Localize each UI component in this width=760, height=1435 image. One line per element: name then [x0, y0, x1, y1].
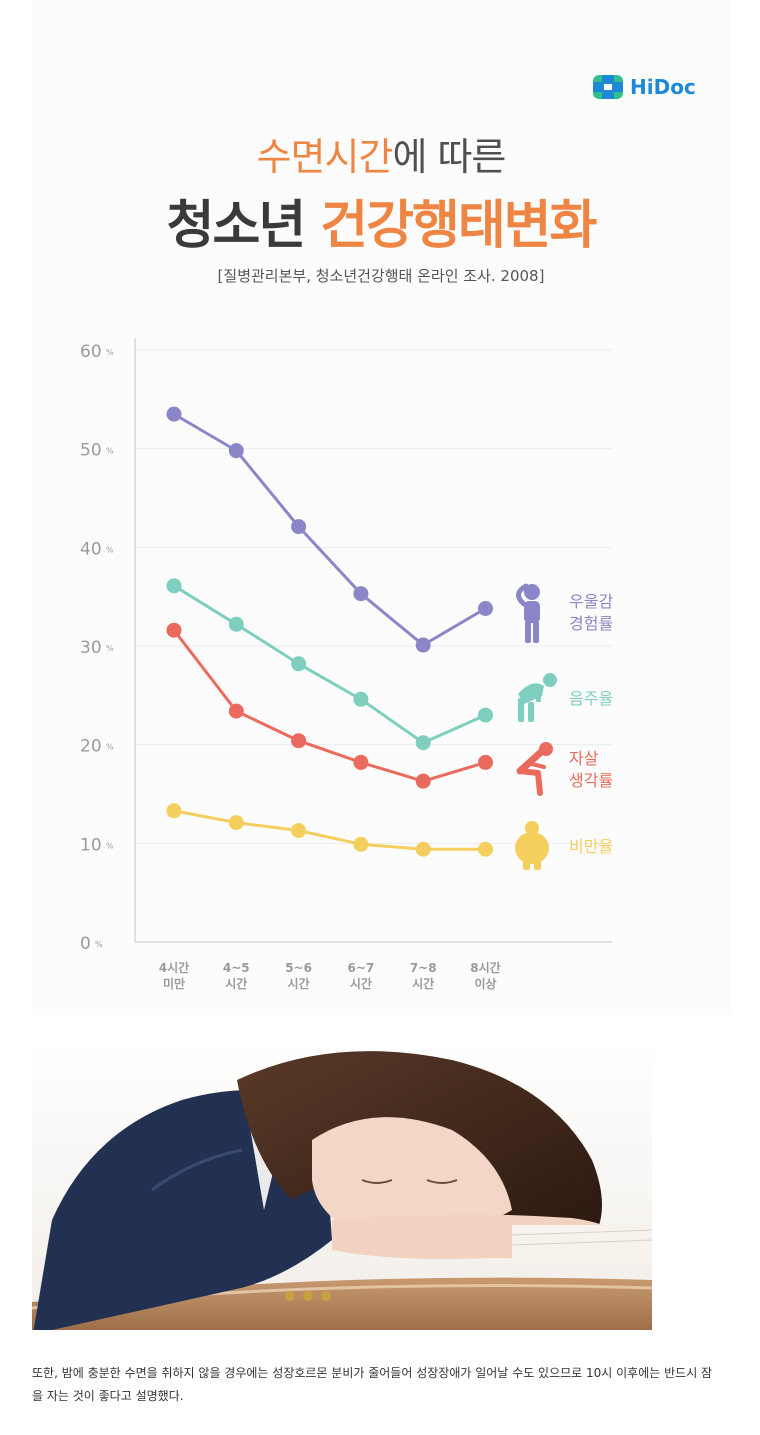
data-point	[478, 841, 493, 857]
data-point	[291, 733, 307, 749]
legend-label: 우울감	[569, 592, 613, 611]
hidoc-logo: HiDoc	[592, 74, 696, 100]
series-line-1	[173, 412, 487, 647]
data-point	[353, 691, 369, 707]
data-point	[291, 656, 307, 672]
x-tick-label: 미만	[163, 976, 185, 991]
sleeping-student-illustration	[32, 1040, 652, 1330]
y-tick-unit: %	[106, 545, 114, 554]
x-tick-label: 시간	[288, 976, 310, 991]
y-tick-unit: %	[106, 348, 114, 357]
data-point	[353, 754, 369, 770]
x-tick-label: 시간	[225, 976, 247, 991]
y-tick-label: 60	[80, 342, 102, 362]
y-tick-unit: %	[106, 841, 114, 850]
data-point	[228, 815, 244, 831]
y-tick-unit: %	[106, 447, 114, 456]
x-tick-label: 4~5	[223, 961, 250, 975]
y-tick-unit: %	[95, 940, 103, 949]
y-tick-label: 30	[80, 638, 102, 658]
data-point	[291, 519, 307, 535]
legend-label: 자살	[569, 749, 599, 768]
sleeping-student-photo	[32, 1040, 652, 1330]
y-tick-label: 20	[80, 737, 102, 757]
series-line-4	[173, 809, 486, 851]
legend-label: 음주율	[569, 689, 613, 708]
data-point	[166, 622, 182, 638]
y-tick-label: 40	[80, 539, 102, 559]
y-tick-unit: %	[106, 644, 114, 653]
hidoc-cross-icon	[593, 75, 623, 99]
legend-label: 경험률	[569, 614, 613, 633]
depressed-person-icon	[516, 583, 540, 643]
legend-label: 비만율	[569, 837, 613, 856]
title-rest: 에 따른	[392, 135, 506, 179]
data-point	[478, 601, 493, 617]
infographic-card: HiDoc 수면시간에 따른 청소년 건강행태변화 [질병관리본부, 청소년건강…	[32, 0, 730, 1015]
data-point	[415, 773, 431, 789]
article-caption: 또한, 밤에 충분한 수면을 취하지 않을 경우에는 성장호르몬 분비가 줄어들…	[32, 1366, 713, 1403]
x-tick-label: 시간	[350, 976, 372, 991]
title-accent-sleep: 수면시간	[256, 135, 394, 179]
x-tick-label: 이상	[474, 976, 496, 991]
logo-text: HiDoc	[630, 75, 696, 99]
data-point	[228, 443, 244, 459]
y-tick-label: 50	[80, 441, 102, 461]
y-tick-label: 10	[80, 835, 102, 855]
title-accent-health: 건강행태변화	[320, 196, 597, 256]
x-tick-label: 4시간	[159, 960, 189, 975]
source-citation: [질병관리본부, 청소년건강행태 온라인 조사. 2008]	[217, 267, 545, 285]
data-point	[415, 637, 431, 653]
line-chart: 0 %10 %20 %30 %40 %50 %60 %4시간미만4~5시간5~6시간6~7시간…	[80, 338, 613, 991]
data-point	[415, 735, 431, 751]
title-line-1: 수면시간에 따른	[32, 126, 730, 181]
title-line-2: 청소년 건강행태변화	[32, 183, 730, 258]
data-point	[478, 707, 493, 723]
data-point	[353, 586, 369, 602]
y-tick-unit: %	[106, 743, 114, 752]
despairing-person-icon	[516, 742, 553, 796]
obese-person-icon	[515, 821, 549, 870]
data-point	[291, 823, 307, 839]
x-tick-label: 6~7	[348, 961, 375, 975]
series-line-3	[172, 629, 486, 783]
data-point	[166, 406, 182, 422]
data-point	[353, 836, 369, 852]
drinking-person-icon	[518, 673, 557, 722]
legend-label: 생각률	[569, 771, 613, 790]
data-point	[228, 703, 244, 719]
data-point	[228, 616, 244, 632]
data-point	[415, 841, 431, 857]
title-main: 청소년	[166, 196, 307, 256]
data-point	[166, 578, 182, 594]
x-tick-label: 시간	[412, 976, 434, 991]
series-line-2	[173, 584, 487, 745]
data-point	[478, 754, 493, 770]
x-tick-label: 5~6	[285, 961, 312, 975]
x-tick-label: 7~8	[410, 961, 437, 975]
x-tick-label: 8시간	[470, 960, 500, 975]
y-tick-label: 0	[80, 934, 91, 954]
data-point	[166, 803, 182, 819]
